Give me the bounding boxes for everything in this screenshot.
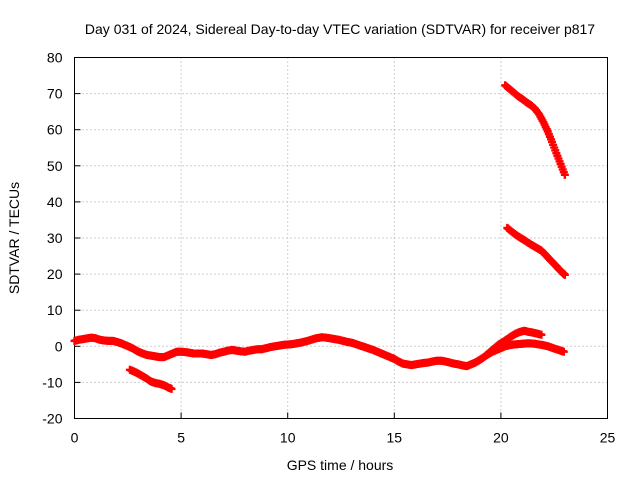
x-tick-label: 25 <box>600 430 616 446</box>
series-low-track <box>125 365 176 393</box>
x-tick-label: 20 <box>493 430 509 446</box>
x-axis: 0 5 10 15 20 25 <box>71 412 616 446</box>
data-points <box>70 81 569 393</box>
x-tick-label: 5 <box>177 430 185 446</box>
data-point <box>537 330 546 339</box>
y-tick-label: 40 <box>47 194 63 210</box>
y-tick-label: 10 <box>47 302 63 318</box>
data-point <box>560 170 569 179</box>
y-tick-label: 30 <box>47 230 63 246</box>
y-tick-label: 60 <box>47 122 63 138</box>
series-upper-track-mid <box>503 223 569 279</box>
y-tick-label: -20 <box>42 411 62 427</box>
data-point <box>559 347 568 356</box>
y-tick-label: 80 <box>47 50 63 66</box>
y-tick-label: 0 <box>55 338 63 354</box>
y-axis: -20 -10 0 10 20 30 40 50 60 70 80 <box>42 50 81 427</box>
series-rising-track <box>481 326 546 360</box>
data-point <box>560 270 569 279</box>
series-main-band <box>70 333 568 371</box>
y-tick-label: -10 <box>42 374 62 390</box>
y-tick-label: 50 <box>47 158 63 174</box>
chart-title: Day 031 of 2024, Sidereal Day-to-day VTE… <box>85 21 595 37</box>
x-tick-label: 15 <box>387 430 403 446</box>
y-tick-label: 20 <box>47 266 63 282</box>
y-axis-label: SDTVAR / TECUs <box>6 182 22 294</box>
series-upper-track-high <box>501 81 569 179</box>
y-tick-label: 70 <box>47 86 63 102</box>
data-point <box>167 384 176 393</box>
x-tick-label: 10 <box>280 430 296 446</box>
x-tick-label: 0 <box>71 430 79 446</box>
x-axis-label: GPS time / hours <box>287 457 394 473</box>
